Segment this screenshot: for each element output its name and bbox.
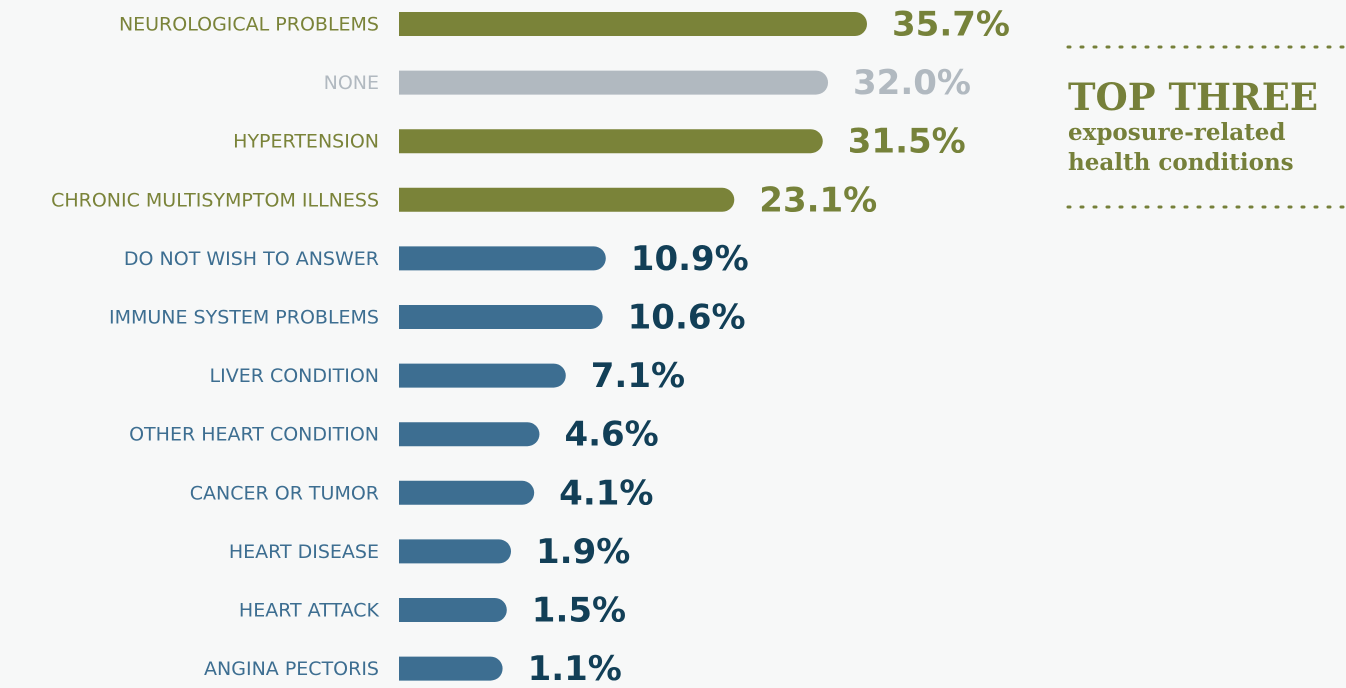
value-label: 23.1% (759, 180, 877, 220)
value-label: 7.1% (591, 356, 685, 396)
value-label: 1.9% (536, 532, 630, 572)
value-label: 31.5% (848, 122, 966, 162)
category-label: HEART ATTACK (239, 600, 380, 622)
category-label: LIVER CONDITION (210, 365, 379, 387)
category-label: HEART DISEASE (229, 541, 379, 563)
value-label: 1.5% (532, 591, 626, 631)
category-label: CHRONIC MULTISYMPTOM ILLNESS (51, 189, 379, 211)
category-label: HYPERTENSION (233, 131, 379, 153)
value-label: 1.1% (528, 649, 622, 688)
category-label: IMMUNE SYSTEM PROBLEMS (109, 307, 379, 329)
category-label: NEUROLOGICAL PROBLEMS (119, 14, 379, 36)
category-label: CANCER OR TUMOR (190, 482, 379, 504)
bar (399, 598, 507, 622)
value-label: 4.1% (559, 473, 653, 513)
bar (399, 12, 867, 36)
bar (399, 246, 606, 271)
annotation-line: health conditions (1068, 149, 1294, 176)
bar (399, 187, 735, 212)
value-label: 4.6% (564, 415, 658, 455)
bar (399, 129, 823, 154)
category-label: DO NOT WISH TO ANSWER (124, 248, 379, 270)
annotation-title: TOP THREE (1068, 75, 1318, 119)
value-label: 35.7% (892, 5, 1010, 45)
bar (399, 480, 535, 505)
annotation-line: exposure-related (1068, 119, 1285, 146)
category-label: NONE (324, 72, 379, 94)
bar (399, 70, 829, 95)
bar (399, 422, 540, 447)
category-label: OTHER HEART CONDITION (129, 424, 379, 446)
bar (399, 656, 503, 681)
bar (399, 539, 512, 564)
value-label: 10.9% (631, 239, 749, 279)
value-label: 32.0% (853, 63, 971, 103)
bar (399, 363, 566, 388)
bar (399, 305, 603, 329)
category-label: ANGINA PECTORIS (204, 658, 379, 680)
value-label: 10.6% (628, 298, 746, 338)
